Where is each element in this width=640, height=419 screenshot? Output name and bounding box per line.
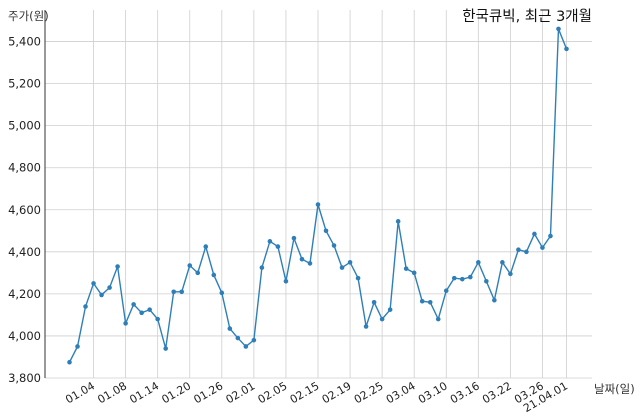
data-point [179,289,185,295]
x-tick-label: 03.04 [384,379,418,406]
data-point [163,346,168,351]
data-point [411,270,417,276]
y-tick-label: 4,600 [8,203,41,217]
data-point [299,256,305,262]
data-point [99,292,104,298]
data-point [540,245,545,250]
y-tick-label: 4,200 [8,287,41,301]
x-tick-label: 01.04 [63,379,97,406]
data-point [339,265,345,270]
data-point [275,244,281,249]
data-point [203,244,209,249]
data-point [259,265,265,270]
data-point [155,316,160,322]
x-tick-label: 01.20 [159,379,193,406]
y-axis: 3,800 4,000 4,200 4,400 4,600 4,800 5,000 5,200… [8,35,41,385]
data-point [524,249,529,255]
data-point [147,307,152,312]
x-tick-label: 02.25 [352,379,386,406]
data-point [443,288,449,294]
data-point [532,231,537,237]
y-tick-label: 3,800 [8,371,41,385]
x-axis: 01.0401.0801.1401.2001.2602.0102.0502.15… [63,379,570,415]
data-point [75,344,80,349]
x-tick-label: 01.08 [95,379,129,406]
data-point [83,304,88,309]
grid [45,10,592,379]
data-point [564,46,569,52]
data-point [395,219,401,224]
data-point [187,263,193,268]
data-point [211,272,217,278]
data-point [123,321,128,326]
chart-title: 한국큐빅, 최근 3개월 [462,8,592,25]
data-point [91,281,96,286]
data-point [484,278,489,284]
data-point [387,307,393,312]
x-tick-label: 01.26 [192,379,226,406]
data-point [516,247,521,253]
data-point [476,260,481,265]
data-point [267,239,273,244]
data-point [227,326,233,331]
data-point [251,337,257,343]
data-point [347,260,353,265]
data-point [492,297,497,303]
data-point [355,275,361,281]
x-axis-label: 날짜(일) [594,382,635,396]
x-tick-label: 02.15 [288,379,322,406]
data-point [419,298,425,304]
data-point [195,270,201,276]
data-point [291,235,297,241]
x-tick-label: 02.19 [320,379,354,406]
data-point [459,276,465,282]
x-tick-label: 02.01 [224,379,258,406]
y-tick-label: 4,000 [8,329,41,343]
data-point [315,202,321,207]
y-tick-label: 4,800 [8,161,41,175]
data-point [115,264,120,269]
data-point [435,316,441,322]
y-tick-label: 5,000 [8,119,41,133]
y-tick-label: 5,200 [8,77,41,91]
x-tick-label: 03.22 [480,379,514,406]
y-tick-label: 5,400 [8,35,41,49]
x-tick-label: 03.16 [448,379,482,406]
data-point [235,335,241,341]
data-point [556,26,561,32]
data-point [243,344,249,349]
data-point [500,260,505,265]
data-point [219,290,225,296]
data-point [307,261,313,266]
data-point [468,274,473,280]
data-points [67,26,569,365]
data-point [451,275,457,281]
data-point [363,324,369,329]
y-axis-label: 주가(원) [8,9,49,23]
x-tick-label: 03.10 [416,379,450,406]
data-point [171,289,177,295]
data-point [379,316,385,322]
data-point [371,299,377,305]
data-point [139,310,144,316]
data-point [283,278,289,284]
data-point [403,266,409,271]
data-point [323,228,329,234]
data-point [67,359,72,365]
data-point [548,233,553,239]
x-tick-label: 01.14 [127,379,161,406]
y-tick-label: 4,400 [8,245,41,259]
data-point [331,243,337,248]
data-point [508,271,513,277]
data-point [427,299,433,305]
x-tick-label: 02.05 [256,379,290,406]
data-point [107,285,112,290]
data-point [131,302,136,307]
